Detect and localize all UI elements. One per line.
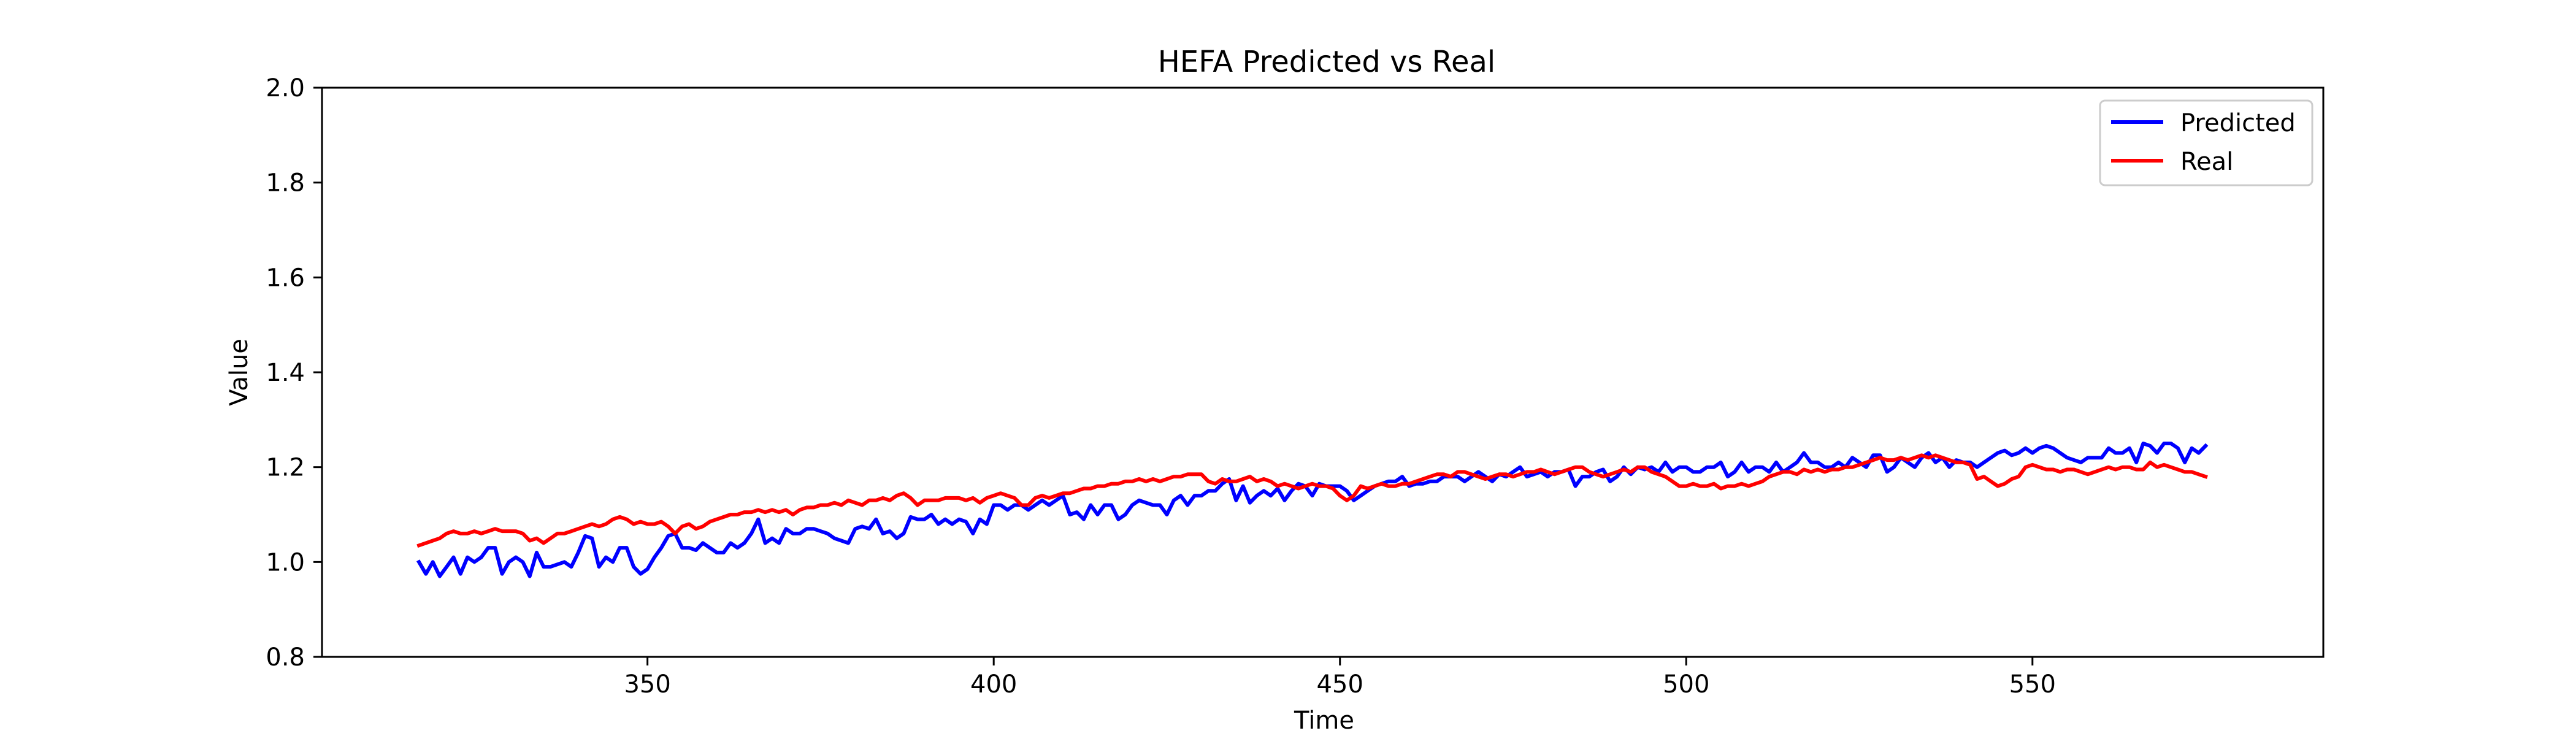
series-line-predicted — [416, 442, 2209, 578]
y-tick-label: 1.4 — [266, 359, 305, 387]
legend: Predicted Real — [2099, 99, 2313, 186]
x-tick-label: 550 — [2009, 670, 2056, 699]
x-tick-label: 350 — [624, 670, 670, 699]
y-axis-label: Value — [225, 339, 253, 406]
y-tick-label: 1.6 — [266, 264, 305, 292]
y-tick-label: 1.2 — [266, 454, 305, 482]
y-tick-label: 2.0 — [266, 74, 305, 102]
legend-label-real: Real — [2180, 148, 2233, 176]
x-axis: 350 400 450 500 550 — [624, 657, 2056, 699]
legend-label-predicted: Predicted — [2180, 109, 2296, 137]
x-tick-label: 450 — [1317, 670, 1363, 699]
series-line-real — [416, 453, 2208, 548]
y-tick-label: 0.8 — [266, 643, 305, 672]
y-axis: 0.8 1.0 1.2 1.4 1.6 1.8 2.0 — [266, 74, 322, 672]
y-tick-label: 1.0 — [266, 548, 305, 577]
series-layer — [416, 442, 2209, 578]
chart-title: HEFA Predicted vs Real — [1158, 45, 1495, 79]
y-tick-label: 1.8 — [266, 169, 305, 197]
x-axis-label: Time — [1294, 707, 1354, 735]
x-tick-label: 400 — [970, 670, 1017, 699]
x-tick-label: 500 — [1663, 670, 1709, 699]
